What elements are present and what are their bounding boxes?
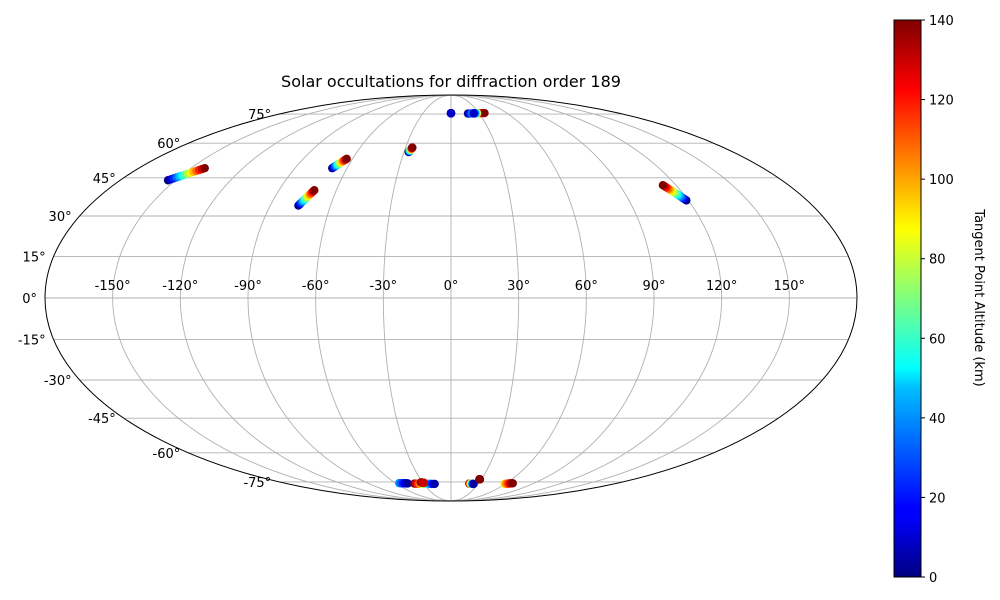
longitude-tick-label: 150° xyxy=(774,279,805,294)
map-projection: -150° -120° -90° -60° -30° 0° 30° 60° 90° 120° 150… xyxy=(18,94,858,502)
latitude-tick-label: 15° xyxy=(23,250,46,265)
longitude-gridline xyxy=(179,95,452,501)
occultation-point xyxy=(469,479,478,489)
occultation-point xyxy=(430,479,439,489)
occultation-point xyxy=(658,181,668,190)
longitude-gridline xyxy=(315,95,452,501)
latitude-tick-label: 0° xyxy=(22,292,37,307)
occultation-point xyxy=(475,475,485,484)
longitude-tick-label: 30° xyxy=(507,279,530,294)
occultation-point xyxy=(446,109,456,118)
colorbar: 0 20 40 60 80 100 120 140 Tangent Point Altitud… xyxy=(893,14,986,586)
latitude-tick-label: -45° xyxy=(88,412,116,427)
latitude-tick-label: -30° xyxy=(44,374,72,389)
colorbar-tick-label: 100 xyxy=(929,173,954,188)
longitude-gridline xyxy=(450,95,520,501)
longitude-gridline xyxy=(450,95,587,501)
latitude-tick-label: -75° xyxy=(243,476,271,491)
colorbar-tick-label: 80 xyxy=(929,253,946,268)
latitude-tick-label: 60° xyxy=(157,137,180,152)
occultation-point xyxy=(408,143,417,152)
longitude-gridline xyxy=(247,95,452,501)
longitude-tick-label: 0° xyxy=(444,279,459,294)
longitude-tick-label: -90° xyxy=(234,279,262,294)
latitude-tick-labels: -75° -60° -45° -30° -15° 0° 15° 30° 45° 60° 75° xyxy=(18,108,271,491)
colorbar-tick-label: 60 xyxy=(929,332,946,347)
occultation-point xyxy=(403,479,413,488)
colorbar-ticks: 0 20 40 60 80 100 120 140 xyxy=(921,14,954,586)
colorbar-tick-label: 120 xyxy=(929,94,954,109)
colorbar-tick-label: 40 xyxy=(929,412,946,427)
chart-title: Solar occultations for diffraction order… xyxy=(281,72,621,91)
occultation-point xyxy=(419,478,429,487)
longitude-tick-label: -150° xyxy=(95,279,131,294)
gridlines xyxy=(45,95,857,501)
occultation-point xyxy=(342,154,351,164)
longitude-tick-label: 90° xyxy=(642,279,665,294)
longitude-gridline xyxy=(450,95,655,501)
occultation-point xyxy=(508,479,517,488)
latitude-tick-label: -60° xyxy=(153,447,181,462)
latitude-tick-label: 75° xyxy=(248,108,271,123)
occultation-point xyxy=(480,108,489,118)
longitude-tick-label: 60° xyxy=(575,279,598,294)
longitude-tick-label: -30° xyxy=(369,279,397,294)
longitude-gridline xyxy=(450,95,790,501)
longitude-tick-label: -120° xyxy=(162,279,198,294)
latitude-tick-label: 30° xyxy=(49,210,72,225)
occultation-point xyxy=(200,163,209,173)
occultation-point xyxy=(310,186,319,195)
occultation-point xyxy=(469,109,478,118)
colorbar-tick-label: 140 xyxy=(929,14,954,29)
map-border xyxy=(44,94,858,502)
longitude-tick-label: 120° xyxy=(706,279,737,294)
colorbar-tick-label: 0 xyxy=(929,571,937,586)
longitude-gridline xyxy=(112,95,452,501)
colorbar-label: Tangent Point Altitude (km) xyxy=(971,208,986,386)
data-points xyxy=(163,108,691,489)
longitude-tick-labels: -150° -120° -90° -60° -30° 0° 30° 60° 90° 120° 150… xyxy=(95,279,805,294)
longitude-gridline xyxy=(382,95,452,501)
longitude-gridline xyxy=(450,95,723,501)
longitude-tick-label: -60° xyxy=(302,279,330,294)
colorbar-tick-label: 20 xyxy=(929,491,946,506)
colorbar-gradient xyxy=(893,19,922,578)
latitude-tick-label: -15° xyxy=(18,334,46,349)
latitude-tick-label: 45° xyxy=(93,172,116,187)
